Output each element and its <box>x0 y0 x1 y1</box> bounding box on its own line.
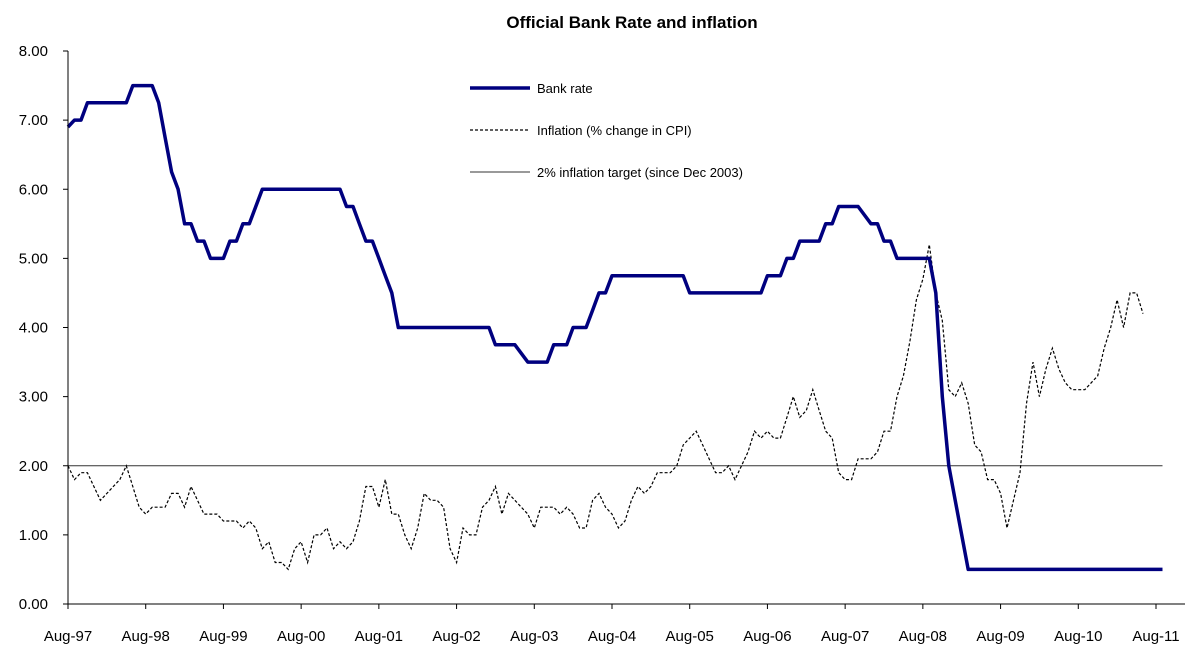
legend-item-bank-rate: Bank rate <box>470 81 593 96</box>
x-tick-label: Aug-10 <box>1054 628 1102 645</box>
legend-item-inflation: Inflation (% change in CPI) <box>470 123 692 138</box>
y-tick-label: 4.00 <box>19 320 48 337</box>
x-tick-label: Aug-05 <box>666 628 714 645</box>
inflation-line <box>67 244 1144 571</box>
legend-item-target: 2% inflation target (since Dec 2003) <box>470 165 743 180</box>
x-tick-label: Aug-99 <box>199 628 247 645</box>
bank-rate-line <box>66 83 1163 572</box>
x-tick-label: Aug-98 <box>122 628 170 645</box>
x-tick-label: Aug-02 <box>432 628 480 645</box>
legend-label: Bank rate <box>537 81 593 96</box>
x-tick-label: Aug-07 <box>821 628 869 645</box>
y-tick-label: 1.00 <box>19 527 48 544</box>
x-tick-label: Aug-04 <box>588 628 636 645</box>
legend-label: 2% inflation target (since Dec 2003) <box>537 165 743 180</box>
axes: 0.00 1.00 2.00 3.00 4.00 5.00 6.00 7.00 8.00 Aug-… <box>19 43 1185 645</box>
chart-title: Official Bank Rate and inflation <box>506 13 757 32</box>
legend: Bank rate Inflation (% change in CPI) 2% i… <box>470 81 743 180</box>
y-tick-label: 0.00 <box>19 596 48 613</box>
y-tick-label: 2.00 <box>19 458 48 475</box>
y-tick-label: 5.00 <box>19 250 48 267</box>
x-tick-label: Aug-08 <box>899 628 947 645</box>
y-tick-label: 6.00 <box>19 181 48 198</box>
x-tick-label: Aug-97 <box>44 628 92 645</box>
x-tick-label: Aug-11 <box>1132 628 1179 645</box>
x-tick-label: Aug-03 <box>510 628 558 645</box>
x-tick-label: Aug-09 <box>976 628 1024 645</box>
x-tick-label: Aug-00 <box>277 628 325 645</box>
y-tick-label: 7.00 <box>19 112 48 129</box>
x-tick-label: Aug-01 <box>355 628 403 645</box>
y-tick-label: 3.00 <box>19 389 48 406</box>
x-tick-label: Aug-06 <box>743 628 791 645</box>
legend-label: Inflation (% change in CPI) <box>537 123 692 138</box>
y-tick-label: 8.00 <box>19 43 48 60</box>
plot-area <box>66 83 1163 572</box>
